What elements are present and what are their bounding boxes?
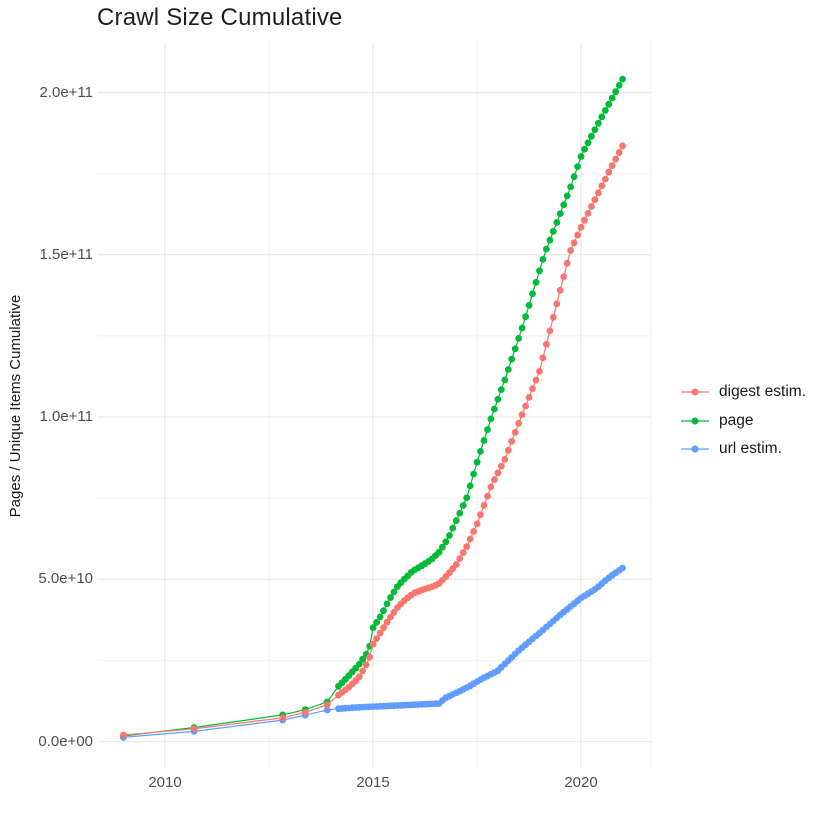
legend-label: digest estim. (719, 383, 807, 401)
legend: digest estim. page url estim. (680, 378, 806, 464)
series-url-estim (120, 564, 626, 741)
grid-minor (97, 43, 652, 769)
chart-title: Crawl Size Cumulative (97, 4, 343, 31)
y-tick-label-2.0e+11: 2.0e+11 (39, 83, 93, 101)
legend-key-icon (681, 388, 709, 396)
legend-entry-digest-estim: digest estim. (680, 378, 806, 407)
y-tick-label-1.5e+11: 1.5e+11 (39, 245, 93, 263)
grid-major (97, 43, 651, 769)
legend-entry-url-estim: url estim. (680, 435, 806, 464)
x-tick-label-2010: 2010 (148, 774, 182, 791)
y-tick-label-0.0e+00: 0.0e+00 (38, 732, 93, 750)
y-tick-label-5.0e+10: 5.0e+10 (38, 570, 93, 588)
y-tick-label-1.0e+11: 1.0e+11 (39, 408, 93, 425)
series-digest-estim (120, 142, 626, 739)
legend-label: page (719, 411, 754, 429)
x-tick-label-2020: 2020 (564, 774, 598, 791)
legend-key-icon (681, 445, 709, 453)
legend-entry-page: page (680, 407, 806, 436)
legend-key-icon (681, 417, 709, 425)
x-tick-label-2015: 2015 (356, 774, 390, 791)
series-page (120, 75, 626, 740)
legend-label: url estim. (719, 440, 782, 458)
